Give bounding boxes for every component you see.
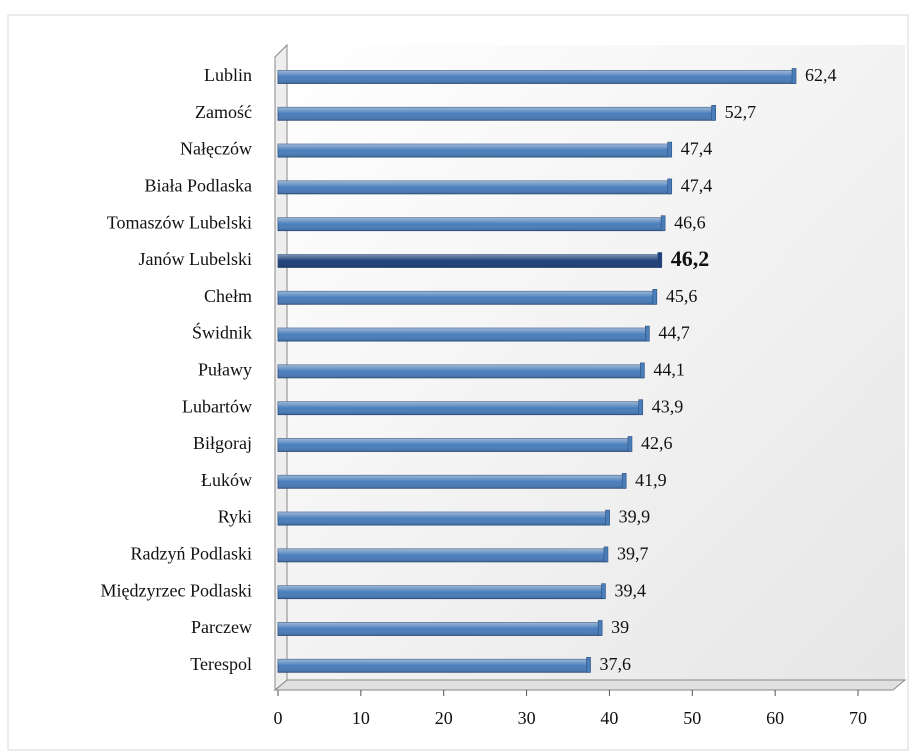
- y-tick-label: Terespol: [190, 654, 252, 674]
- bar-end: [601, 583, 606, 600]
- bar-shine: [278, 512, 609, 526]
- bar-end: [627, 436, 633, 452]
- bar-shine: [278, 364, 644, 378]
- y-tick-label: Świdnik: [192, 322, 252, 343]
- y-tick-label: Międzyrzec Podlaski: [101, 580, 252, 600]
- x-tick-label: 50: [683, 708, 701, 728]
- bar-shine: [278, 144, 671, 158]
- bar-shine: [278, 217, 665, 231]
- value-label: 39,7: [617, 544, 649, 564]
- value-label: 44,7: [658, 323, 690, 343]
- y-tick-label: Zamość: [195, 102, 252, 122]
- y-tick-label: Lubartów: [182, 396, 252, 416]
- y-tick-label: Ryki: [218, 507, 252, 527]
- bar-shine: [278, 107, 715, 121]
- x-tick-label: 10: [352, 708, 370, 728]
- value-label: 47,4: [681, 139, 713, 159]
- bar-end: [711, 105, 716, 121]
- y-tick-label: Radzyń Podlaski: [131, 544, 253, 564]
- bar-end: [657, 252, 663, 268]
- bar-shine: [278, 438, 631, 452]
- y-tick-label: Lublin: [204, 65, 252, 85]
- y-tick-label: Parczew: [191, 617, 252, 637]
- y-tick-label: Chełm: [204, 286, 252, 306]
- value-label: 47,4: [681, 176, 713, 196]
- bar-shine: [278, 328, 649, 342]
- bar-end: [660, 215, 666, 231]
- value-label: 39,9: [619, 507, 651, 527]
- bar-shine: [278, 291, 656, 305]
- bar-end: [638, 399, 644, 416]
- bar-end: [652, 288, 658, 305]
- x-tick-label: 0: [274, 708, 283, 728]
- bar-end: [667, 141, 673, 158]
- bar-end: [645, 325, 650, 342]
- x-tick-label: 40: [600, 708, 618, 728]
- value-label: 52,7: [725, 102, 757, 122]
- y-tick-label: Nałęczów: [180, 139, 252, 159]
- y-tick-label: Biała Podlaska: [145, 176, 252, 196]
- bar-end: [603, 546, 609, 563]
- bar-end: [586, 656, 591, 673]
- bar-end: [640, 362, 645, 379]
- bar-end: [667, 178, 673, 195]
- x-tick-label: 70: [849, 708, 867, 728]
- value-label: 46,2: [671, 246, 710, 271]
- value-label: 45,6: [666, 286, 698, 306]
- y-tick-label: Biłgoraj: [193, 433, 252, 453]
- y-tick-label: Janów Lubelski: [139, 249, 252, 269]
- bar-shine: [278, 622, 602, 636]
- bar-shine: [278, 70, 796, 84]
- value-label: 46,6: [674, 212, 706, 232]
- value-label: 43,9: [652, 396, 684, 416]
- bar-end: [621, 472, 627, 489]
- value-label: 44,1: [653, 360, 685, 380]
- bar-end: [605, 509, 610, 526]
- y-tick-label: Puławy: [198, 360, 252, 380]
- bar-shine: [278, 254, 661, 268]
- bar-shine: [278, 475, 626, 489]
- bar-end: [597, 620, 603, 636]
- bar-shine: [278, 180, 671, 194]
- plot-floor: [273, 679, 907, 691]
- value-label: 42,6: [641, 433, 673, 453]
- x-tick-label: 20: [435, 708, 453, 728]
- x-tick-label: 30: [518, 708, 536, 728]
- y-tick-label: Tomaszów Lubelski: [107, 212, 252, 232]
- value-label: 41,9: [635, 470, 667, 490]
- plot-wall: [287, 45, 905, 680]
- bar-shine: [278, 548, 607, 562]
- x-tick-label: 60: [766, 708, 784, 728]
- value-label: 39,4: [614, 580, 646, 600]
- bar-shine: [278, 659, 590, 673]
- y-tick-label: Łuków: [201, 470, 252, 490]
- value-label: 62,4: [805, 65, 837, 85]
- value-label: 39: [611, 617, 629, 637]
- value-label: 37,6: [600, 654, 632, 674]
- bar-end: [791, 68, 797, 84]
- bar-shine: [278, 585, 605, 599]
- bar-shine: [278, 401, 642, 415]
